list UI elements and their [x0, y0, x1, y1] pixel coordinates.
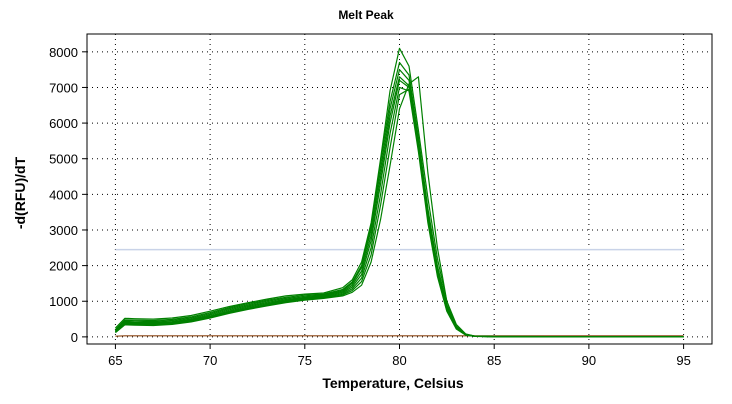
y-tick-label: 0: [71, 330, 78, 345]
x-tick-label: 65: [108, 353, 122, 368]
y-tick-label: 6000: [49, 116, 78, 131]
melt-curve-trace: [115, 76, 684, 338]
x-tick-label: 80: [392, 353, 406, 368]
y-tick-label: 2000: [49, 259, 78, 274]
x-tick-label: 95: [676, 353, 690, 368]
y-axis-label: -d(RFU)/dT: [12, 156, 28, 230]
y-tick-label: 5000: [49, 152, 78, 167]
x-tick-label: 85: [487, 353, 501, 368]
x-tick-label: 70: [203, 353, 217, 368]
y-tick-label: 8000: [49, 45, 78, 60]
x-axis-label: Temperature, Celsius: [322, 375, 464, 391]
melt-curve-trace: [114, 47, 684, 338]
y-tick-label: 7000: [49, 80, 78, 95]
chart-title: Melt Peak: [338, 8, 394, 22]
y-tick-label: 1000: [49, 294, 78, 309]
x-tick-label: 90: [582, 353, 596, 368]
melt-curve-trace: [115, 88, 684, 338]
y-tick-label: 3000: [49, 223, 78, 238]
x-tick-label: 75: [298, 353, 312, 368]
y-tick-label: 4000: [49, 187, 78, 202]
